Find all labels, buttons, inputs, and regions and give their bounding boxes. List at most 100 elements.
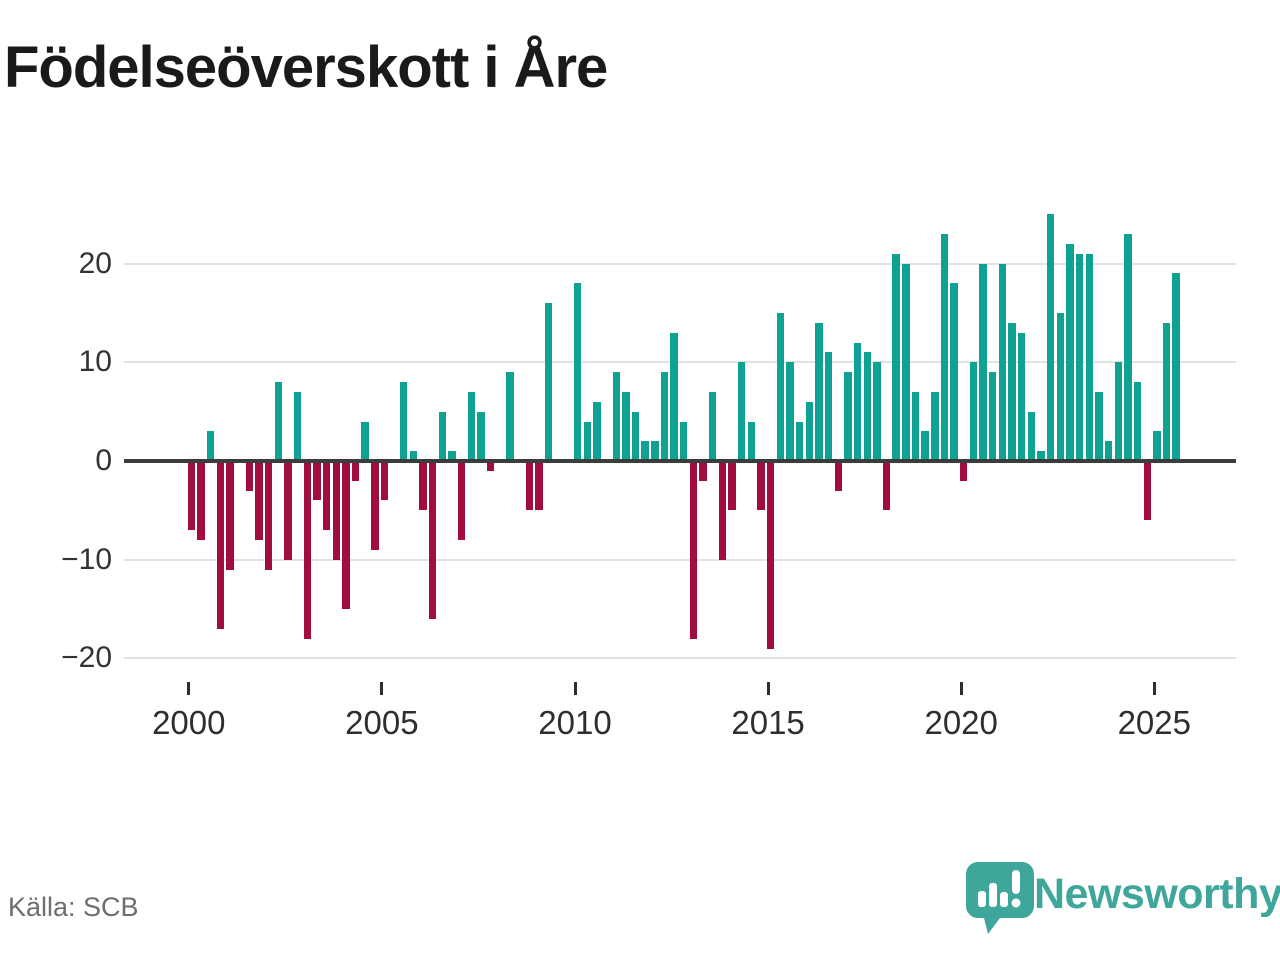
x-axis-label-2000: 2000 <box>152 704 226 741</box>
bar-2001-Q3 <box>245 461 254 491</box>
bar-2004-Q3 <box>361 421 369 461</box>
bar-2001-Q4 <box>255 461 263 540</box>
bar-2003-Q1 <box>303 461 311 639</box>
bar-2024-Q3 <box>1133 382 1142 461</box>
bar-2010-Q3 <box>593 401 601 461</box>
bar-2020-Q3 <box>979 263 987 461</box>
bar-2005-Q3 <box>400 382 408 461</box>
bar-2022-Q4 <box>1066 243 1074 461</box>
bar-2020-Q4 <box>989 372 997 461</box>
bar-2013-Q4 <box>718 461 727 560</box>
gridline-y--20 <box>124 657 1236 660</box>
y-axis-label--10: −10 <box>61 542 112 576</box>
bar-2002-Q2 <box>274 382 282 461</box>
x-axis-label-2005: 2005 <box>345 704 419 741</box>
bar-2021-Q3 <box>1018 332 1026 461</box>
bar-2010-Q1 <box>573 283 582 461</box>
bar-2000-Q3 <box>207 431 215 461</box>
bar-2017-Q1 <box>844 372 852 461</box>
bar-2018-Q1 <box>882 461 891 511</box>
bar-2013-Q2 <box>699 461 707 481</box>
bar-2012-Q4 <box>680 421 688 461</box>
newsworthy-logo-icon <box>966 862 1034 934</box>
newsworthy-branding: Newsworthy <box>960 858 1280 948</box>
bar-2007-Q2 <box>467 391 476 461</box>
source-note: Källa: SCB <box>8 892 139 922</box>
bar-2003-Q4 <box>332 461 340 560</box>
y-axis-label-0: 0 <box>95 444 112 477</box>
bar-2011-Q1 <box>612 372 620 461</box>
bar-2015-Q2 <box>776 312 785 461</box>
bar-2017-Q2 <box>853 342 862 461</box>
bar-2014-Q4 <box>757 461 765 511</box>
bar-2019-Q4 <box>950 283 958 461</box>
bar-2016-Q2 <box>815 322 823 461</box>
bar-2004-Q4 <box>371 461 379 550</box>
bar-2002-Q1 <box>264 461 273 570</box>
bar-2010-Q2 <box>583 421 591 461</box>
bar-2020-Q2 <box>969 362 978 461</box>
bar-2006-Q4 <box>448 451 456 461</box>
bar-2012-Q2 <box>660 372 669 461</box>
bar-2003-Q2 <box>313 461 321 501</box>
x-axis-tick-2010 <box>573 682 577 695</box>
bar-2025-Q1 <box>1153 431 1161 461</box>
bar-2005-Q4 <box>409 451 418 461</box>
bar-2020-Q1 <box>960 461 968 481</box>
bar-2014-Q2 <box>738 362 746 461</box>
bar-2015-Q3 <box>786 362 794 461</box>
x-axis-tick-2005 <box>380 682 384 695</box>
bar-2011-Q3 <box>631 411 640 461</box>
bar-2001-Q1 <box>226 461 234 570</box>
bar-2004-Q1 <box>342 461 350 610</box>
bar-2000-Q4 <box>216 461 225 629</box>
bar-2003-Q3 <box>322 461 331 531</box>
bar-2002-Q3 <box>284 461 292 560</box>
bar-2021-Q1 <box>998 263 1007 461</box>
bar-2014-Q3 <box>747 421 756 461</box>
bar-2008-Q4 <box>525 461 533 511</box>
bar-2022-Q1 <box>1037 451 1045 461</box>
bar-2000-Q2 <box>197 461 205 540</box>
bar-2023-Q4 <box>1104 441 1113 461</box>
bar-2019-Q3 <box>940 233 949 461</box>
bar-2002-Q4 <box>293 391 302 461</box>
bar-2023-Q1 <box>1075 253 1084 461</box>
bar-2022-Q2 <box>1046 214 1055 461</box>
bar-2014-Q1 <box>728 461 736 511</box>
bar-2006-Q2 <box>429 461 437 619</box>
gridline-y-20 <box>124 262 1236 265</box>
x-axis-label-2020: 2020 <box>924 704 998 741</box>
bar-2019-Q2 <box>931 391 939 461</box>
gridline-y-10 <box>124 361 1236 364</box>
x-axis-tick-2025 <box>1152 682 1156 695</box>
bar-2022-Q3 <box>1056 312 1064 461</box>
bar-2006-Q3 <box>438 411 447 461</box>
bar-2007-Q4 <box>486 461 495 471</box>
x-axis-tick-2015 <box>766 682 770 695</box>
bar-2016-Q1 <box>805 401 813 461</box>
bar-2019-Q1 <box>921 431 929 461</box>
bar-2018-Q2 <box>892 253 900 461</box>
bar-2017-Q3 <box>863 352 871 461</box>
bar-2018-Q3 <box>902 263 910 461</box>
bar-2018-Q4 <box>911 391 920 461</box>
bar-2011-Q2 <box>622 391 630 461</box>
x-axis-label-2025: 2025 <box>1117 704 1191 741</box>
bar-2025-Q3 <box>1172 273 1180 461</box>
bar-2011-Q4 <box>641 441 649 461</box>
bar-2023-Q3 <box>1095 391 1103 461</box>
bar-2013-Q3 <box>709 391 717 461</box>
x-axis-tick-2000 <box>187 682 191 695</box>
gridline-y--10 <box>124 558 1236 561</box>
bar-2024-Q2 <box>1124 233 1132 461</box>
bar-2016-Q4 <box>834 461 842 491</box>
bar-2004-Q2 <box>351 461 360 481</box>
bar-2017-Q4 <box>873 362 881 461</box>
x-axis-label-2010: 2010 <box>538 704 612 741</box>
bar-2007-Q1 <box>458 461 466 540</box>
x-axis-tick-2020 <box>959 682 963 695</box>
bar-2009-Q1 <box>535 461 543 511</box>
